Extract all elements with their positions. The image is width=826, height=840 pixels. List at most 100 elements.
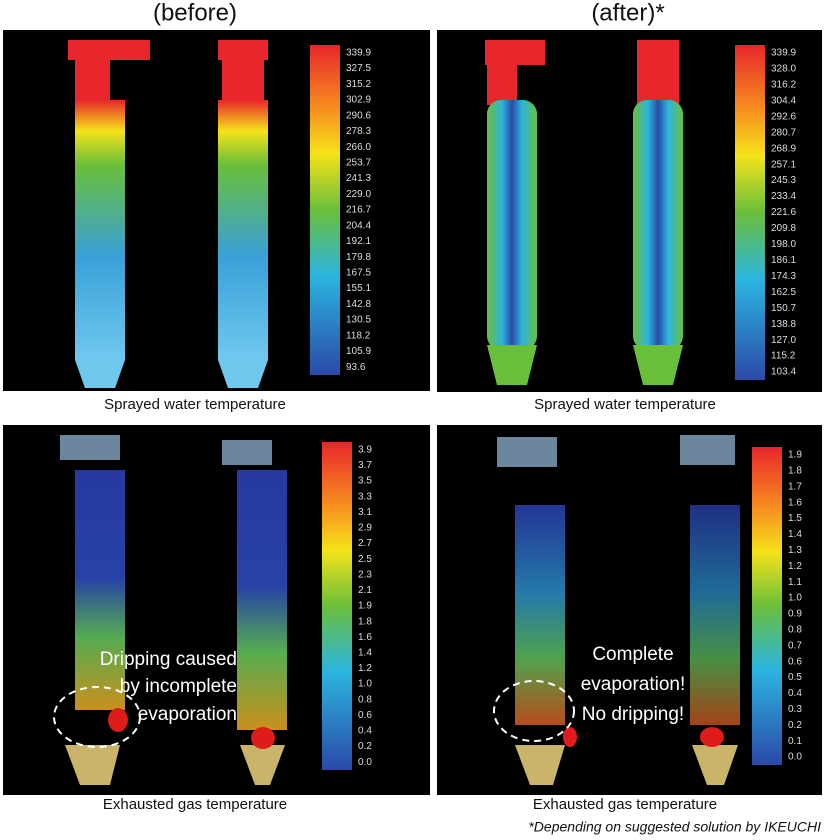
scale-label: 2.5 bbox=[358, 554, 372, 565]
scale-label: 304.4 bbox=[771, 95, 796, 106]
scale-label: 115.2 bbox=[771, 351, 796, 362]
scale-label: 1.9 bbox=[788, 450, 802, 461]
scale-label: 118.2 bbox=[346, 330, 371, 341]
scale-label: 3.1 bbox=[358, 507, 372, 518]
scale-label: 216.7 bbox=[346, 205, 371, 216]
scale-label: 327.5 bbox=[346, 63, 371, 74]
scale-label: 1.6 bbox=[358, 632, 372, 643]
scale-label: 1.8 bbox=[788, 465, 802, 476]
scale-label: 268.9 bbox=[771, 143, 796, 154]
scale-label: 280.7 bbox=[771, 127, 796, 138]
scale-label: 167.5 bbox=[346, 267, 371, 278]
scale-label: 0.8 bbox=[788, 624, 802, 635]
color-bar bbox=[735, 45, 765, 380]
scale-label: 2.7 bbox=[358, 538, 372, 549]
scale-label: 1.2 bbox=[788, 561, 802, 572]
scale-label: 209.8 bbox=[771, 223, 796, 234]
scale-label: 179.8 bbox=[346, 252, 371, 263]
color-bar bbox=[310, 45, 340, 375]
scale-label: 241.3 bbox=[346, 173, 371, 184]
caption: Exhausted gas temperature bbox=[533, 796, 717, 813]
scale-label: 229.0 bbox=[346, 189, 371, 200]
scale-label: 93.6 bbox=[346, 362, 366, 373]
annotation: evaporation! bbox=[581, 674, 686, 695]
scale-label: 0.5 bbox=[788, 672, 802, 683]
scale-label: 0.2 bbox=[788, 720, 802, 731]
scale-label: 0.6 bbox=[788, 656, 802, 667]
scale-label: 2.1 bbox=[358, 585, 372, 596]
scale-label: 302.9 bbox=[346, 95, 371, 106]
annotation: by incomplete bbox=[120, 676, 237, 697]
scale-label: 3.3 bbox=[358, 491, 372, 502]
scale-label: 1.3 bbox=[788, 545, 802, 556]
scale-label: 245.3 bbox=[771, 175, 796, 186]
scale-label: 0.9 bbox=[788, 609, 802, 620]
scale-label: 1.2 bbox=[358, 663, 372, 674]
scale-label: 0.1 bbox=[788, 736, 802, 747]
scale-label: 2.9 bbox=[358, 523, 372, 534]
scale-label: 1.7 bbox=[788, 481, 802, 492]
caption: Sprayed water temperature bbox=[104, 396, 286, 413]
scale-label: 103.4 bbox=[771, 367, 796, 378]
header: (after)* bbox=[591, 0, 664, 26]
scale-label: 2.3 bbox=[358, 569, 372, 580]
scale-label: 257.1 bbox=[771, 159, 796, 170]
scale-label: 192.1 bbox=[346, 236, 371, 247]
scale-label: 1.4 bbox=[358, 647, 372, 658]
scale-label: 3.7 bbox=[358, 460, 372, 471]
scale-label: 204.4 bbox=[346, 220, 371, 231]
scale-label: 127.0 bbox=[771, 335, 796, 346]
panel bbox=[3, 425, 430, 795]
scale-label: 292.6 bbox=[771, 111, 796, 122]
scale-label: 130.5 bbox=[346, 315, 371, 326]
color-bar bbox=[322, 442, 352, 770]
scale-label: 290.6 bbox=[346, 110, 371, 121]
scale-label: 1.6 bbox=[788, 497, 802, 508]
scale-label: 0.4 bbox=[788, 688, 802, 699]
scale-label: 339.9 bbox=[346, 47, 371, 58]
scale-label: 339.9 bbox=[771, 48, 796, 59]
scale-label: 150.7 bbox=[771, 303, 796, 314]
scale-label: 1.9 bbox=[358, 601, 372, 612]
scale-label: 155.1 bbox=[346, 283, 371, 294]
annotation: No dripping! bbox=[582, 704, 684, 725]
scale-label: 1.4 bbox=[788, 529, 802, 540]
scale-label: 3.5 bbox=[358, 476, 372, 487]
scale-label: 0.4 bbox=[358, 726, 372, 737]
panel bbox=[3, 30, 430, 391]
scale-label: 0.7 bbox=[788, 640, 802, 651]
footnote: *Depending on suggested solution by IKEU… bbox=[528, 819, 821, 835]
scale-label: 266.0 bbox=[346, 142, 371, 153]
scale-label: 1.8 bbox=[358, 616, 372, 627]
scale-label: 0.0 bbox=[358, 757, 372, 768]
scale-label: 105.9 bbox=[346, 346, 371, 357]
scale-label: 186.1 bbox=[771, 255, 796, 266]
scale-label: 198.0 bbox=[771, 239, 796, 250]
scale-label: 253.7 bbox=[346, 157, 371, 168]
annotation: Complete bbox=[592, 644, 673, 665]
scale-label: 315.2 bbox=[346, 79, 371, 90]
scale-label: 328.0 bbox=[771, 64, 796, 75]
scale-label: 0.0 bbox=[788, 752, 802, 763]
caption: Exhausted gas temperature bbox=[103, 796, 287, 813]
scale-label: 138.8 bbox=[771, 319, 796, 330]
scale-label: 221.6 bbox=[771, 207, 796, 218]
color-bar bbox=[752, 447, 782, 765]
header: (before) bbox=[153, 0, 237, 26]
scale-label: 1.1 bbox=[788, 577, 802, 588]
scale-label: 0.3 bbox=[788, 704, 802, 715]
scale-label: 1.0 bbox=[358, 679, 372, 690]
scale-label: 233.4 bbox=[771, 191, 796, 202]
scale-label: 1.5 bbox=[788, 513, 802, 524]
scale-label: 0.6 bbox=[358, 710, 372, 721]
scale-label: 278.3 bbox=[346, 126, 371, 137]
scale-label: 142.8 bbox=[346, 299, 371, 310]
scale-label: 0.2 bbox=[358, 741, 372, 752]
scale-label: 1.0 bbox=[788, 593, 802, 604]
annotation: Dripping caused bbox=[100, 649, 237, 670]
annotation: evaporation bbox=[138, 704, 237, 725]
scale-label: 0.8 bbox=[358, 694, 372, 705]
scale-label: 162.5 bbox=[771, 287, 796, 298]
scale-label: 174.3 bbox=[771, 271, 796, 282]
